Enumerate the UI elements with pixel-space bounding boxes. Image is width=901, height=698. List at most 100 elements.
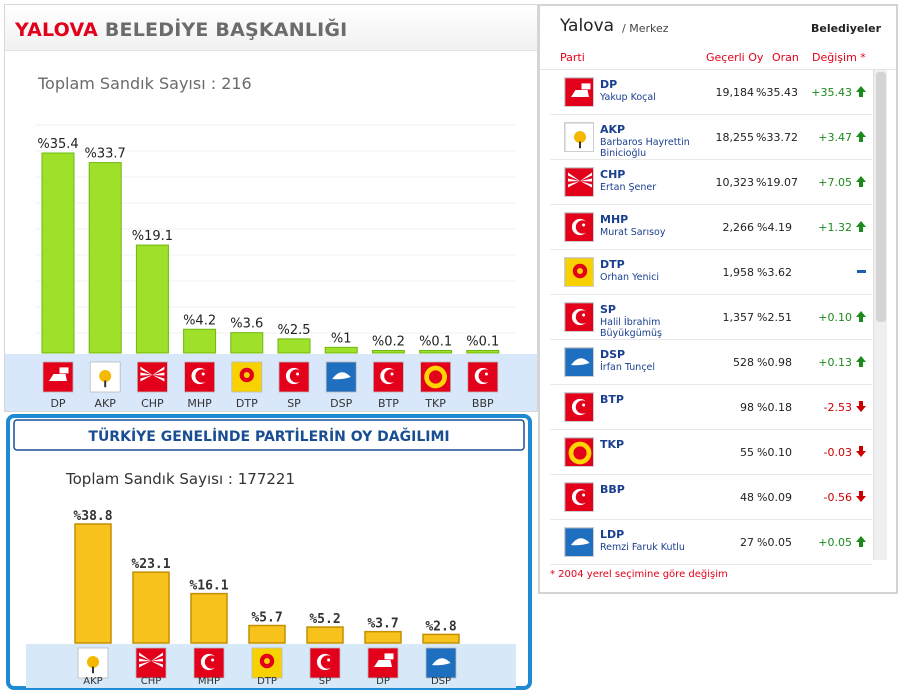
national-category-label: MHP	[198, 676, 220, 687]
arrow-up-icon	[856, 176, 866, 187]
vote-rate: %0.10	[757, 446, 792, 459]
vote-change: -0.03	[823, 446, 852, 459]
results-row-bbp[interactable]: BBP 48 %0.09 -0.56	[550, 475, 872, 520]
vote-rate: %0.98	[757, 356, 792, 369]
sp-logo-icon	[565, 303, 593, 331]
vote-rate: %0.09	[757, 491, 792, 504]
dtp-logo-icon	[231, 361, 263, 393]
valid-votes: 1,357	[722, 311, 755, 324]
yalova-title-bar: YALOVA BELEDİYE BAŞKANLIĞI	[5, 5, 537, 51]
mhp-logo-icon	[193, 647, 225, 679]
vote-change: +7.05	[818, 176, 852, 189]
valid-votes: 98	[740, 401, 754, 414]
btp-logo-icon	[372, 361, 404, 393]
akp-logo-icon	[565, 123, 593, 151]
bar-value-label: %2.5	[277, 323, 310, 338]
results-row-dsp[interactable]: DSP İrfan Tunçel 528 %0.98 +0.13	[550, 340, 872, 385]
vote-rate: %3.62	[757, 266, 792, 279]
results-row-tkp[interactable]: TKP 55 %0.10 -0.03	[550, 430, 872, 475]
dp-logo-icon	[564, 77, 594, 107]
vote-change: -0.56	[823, 491, 852, 504]
party-name: AKP	[600, 123, 626, 136]
dsp-logo-icon	[565, 348, 593, 376]
national-category-label: DTP	[257, 676, 277, 687]
national-bar-value-label: %38.8	[73, 509, 112, 524]
valid-votes: 1,958	[722, 266, 755, 279]
yalova-total-ballot-boxes: Toplam Sandık Sayısı : 216	[38, 74, 252, 93]
party-name: BBP	[600, 483, 625, 496]
arrow-up-icon	[856, 131, 866, 142]
category-label: DSP	[330, 397, 352, 410]
vote-rate: %0.18	[757, 401, 792, 414]
bar-value-label: %0.2	[372, 335, 405, 350]
national-bar-value-label: %3.7	[367, 617, 398, 632]
chp-logo-icon	[136, 361, 168, 393]
vote-change: +0.13	[818, 356, 852, 369]
valid-votes: 27	[740, 536, 754, 549]
dtp-logo-icon	[565, 258, 593, 286]
bar-dtp	[230, 332, 264, 354]
sp-logo-icon	[278, 361, 310, 393]
party-name: CHP	[600, 168, 626, 181]
results-row-akp[interactable]: AKP Barbaros Hayrettin Binicioğlu 18,255 %3…	[550, 115, 872, 160]
bar-bbp	[466, 350, 500, 354]
national-title: TÜRKİYE GENELİNDE PARTİLERİN OY DAĞILIMI	[88, 427, 449, 445]
bar-value-label: %0.1	[466, 335, 499, 350]
category-label: MHP	[187, 397, 212, 410]
arrow-up-icon	[856, 221, 866, 232]
national-bar-value-label: %5.7	[251, 611, 282, 626]
candidate-name: İrfan Tunçel	[600, 362, 656, 373]
vote-rate: %4.19	[757, 221, 792, 234]
bar-chp	[135, 244, 169, 354]
arrow-down-icon	[856, 401, 866, 412]
dsp-logo-icon	[425, 647, 457, 679]
results-row-dtp[interactable]: DTP Orhan Yenici 1,958 %3.62	[550, 250, 872, 295]
akp-logo-icon	[77, 647, 109, 679]
valid-votes: 528	[733, 356, 754, 369]
vote-change: -2.53	[823, 401, 852, 414]
arrow-up-icon	[856, 311, 866, 322]
ldp-logo-icon	[565, 528, 593, 556]
national-category-label: DSP	[431, 676, 451, 687]
results-row-btp[interactable]: BTP 98 %0.18 -2.53	[550, 385, 872, 430]
bar-value-label: %33.7	[85, 147, 126, 162]
national-category-label: CHP	[141, 676, 162, 687]
results-row-sp[interactable]: SP Halil İbrahim Büyükgümüş 1,357 %2.51 +0.1…	[550, 295, 872, 340]
results-city: Yalova	[560, 16, 615, 36]
col-votes: Geçerli Oy	[706, 51, 764, 64]
national-category-label: SP	[319, 676, 331, 687]
tkp-logo-icon	[565, 438, 593, 466]
yalova-results-panel: %35.4 DP %33.7 AKP %19.1 CHP %4.2 MHP %3.6 DTP %2.…	[4, 4, 538, 412]
bar-value-label: %0.1	[419, 335, 452, 350]
party-label-strip	[5, 354, 537, 411]
national-bar-akp	[74, 523, 112, 644]
candidate-name: Barbaros Hayrettin Binicioğlu	[600, 137, 690, 159]
vote-change: +1.32	[818, 221, 852, 234]
results-row-chp[interactable]: CHP Ertan Şener 10,323 %19.07 +7.05	[550, 160, 872, 205]
category-label: BTP	[378, 397, 399, 410]
valid-votes: 2,266	[722, 221, 755, 234]
national-bar-value-label: %23.1	[131, 557, 170, 572]
akp-logo-icon	[564, 122, 594, 152]
results-header: Yalova / Merkez Belediyeler	[540, 6, 896, 44]
col-rate: Oran	[772, 51, 799, 64]
bar-tkp	[419, 350, 453, 354]
results-row-ldp[interactable]: LDP Remzi Faruk Kutlu 27 %0.05 +0.05	[550, 520, 872, 565]
bar-value-label: %4.2	[183, 313, 216, 328]
candidate-name: Halil İbrahim Büyükgümüş	[600, 317, 662, 339]
national-total-ballot-boxes: Toplam Sandık Sayısı : 177221	[65, 470, 295, 488]
results-rows: DP Yakup Koçal 19,184 %35.43 +35.43 AKP Barbar…	[550, 70, 872, 565]
results-scrollbar[interactable]	[873, 70, 887, 560]
akp-logo-icon	[89, 361, 121, 393]
scrollbar-thumb[interactable]	[876, 72, 886, 322]
results-table-panel: Yalova / Merkez Belediyeler Parti Geçerl…	[538, 4, 898, 594]
vote-rate: %33.72	[756, 131, 798, 144]
yalova-title: YALOVA BELEDİYE BAŞKANLIĞI	[15, 19, 347, 41]
national-bar-sp	[306, 626, 344, 644]
results-category[interactable]: Belediyeler	[810, 22, 881, 35]
bbp-logo-icon	[467, 361, 499, 393]
results-row-mhp[interactable]: MHP Murat Sarısoy 2,266 %4.19 +1.32	[550, 205, 872, 250]
dtp-logo-icon	[564, 257, 594, 287]
results-row-dp[interactable]: DP Yakup Koçal 19,184 %35.43 +35.43	[550, 70, 872, 115]
valid-votes: 10,323	[715, 176, 755, 189]
